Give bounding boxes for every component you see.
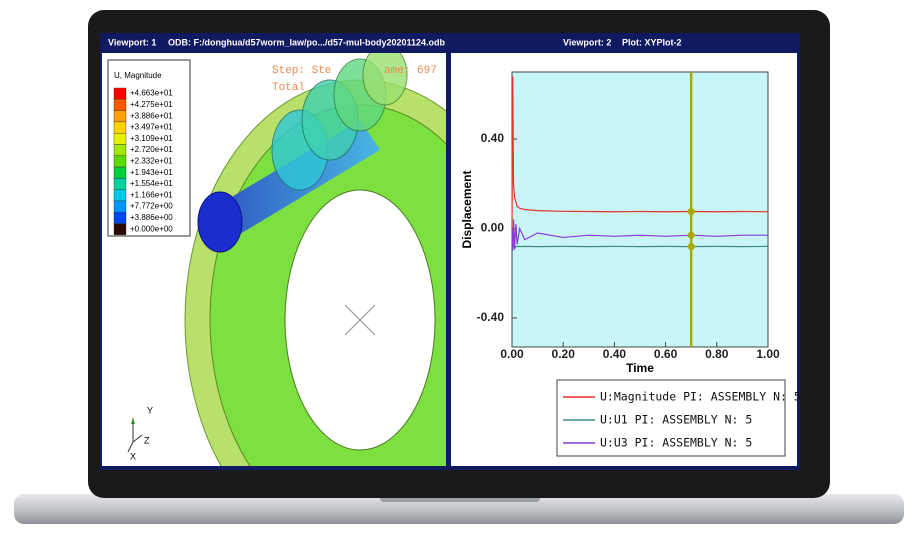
plot-area: [511, 71, 769, 348]
legend-label: +2.332e+01: [130, 157, 173, 166]
viewport-title: Viewport: 2: [563, 37, 611, 47]
total-text: Total: [272, 82, 305, 94]
legend-label: +7.772e+00: [130, 202, 173, 211]
triad-y: Y: [147, 405, 153, 415]
y-axis-label: Displacement: [460, 170, 474, 248]
legend-label: +1.554e+01: [130, 179, 173, 188]
legend-swatch: [113, 155, 127, 168]
y-tick-label: 0.00: [481, 221, 505, 235]
legend-label: +1.166e+01: [130, 190, 173, 199]
triad-arrow: [131, 418, 135, 424]
y-tick-label: -0.40: [477, 310, 505, 324]
legend-swatch: [113, 189, 127, 202]
x-tick-label: 0.80: [705, 347, 729, 361]
triad-z: Z: [144, 435, 150, 445]
legend-swatch: [113, 223, 127, 236]
legend-swatch: [113, 200, 127, 213]
x-tick-label: 1.00: [756, 347, 780, 361]
viewport-title: Viewport: 1: [108, 37, 156, 47]
series-line: [511, 219, 768, 251]
legend-swatch: [113, 110, 127, 123]
legend-swatch: [113, 144, 127, 157]
cursor-point: [687, 208, 695, 216]
legend-label: +0.000e+00: [130, 224, 173, 233]
legend-label: +3.109e+01: [130, 134, 173, 143]
legend-swatch: [113, 87, 127, 100]
shaft-collar: [197, 191, 243, 253]
legend-label: +4.663e+01: [130, 89, 173, 98]
legend-swatch: [113, 212, 127, 224]
x-tick-label: 0.60: [654, 347, 678, 361]
step-text: Step: Ste: [272, 65, 331, 77]
contour-scale: +4.663e+01 +4.275e+01 +3.886e+01 +3.497e+01…: [113, 87, 173, 236]
legend-label: +1.943e+01: [130, 168, 173, 177]
legend-swatch: [113, 121, 127, 134]
frame-text: ame: 697: [384, 65, 437, 77]
legend-label: +2.720e+01: [130, 145, 173, 154]
model-view: [184, 53, 446, 466]
cursor-point: [687, 243, 695, 251]
legend-swatch: [113, 132, 127, 145]
legend-label: +3.497e+01: [130, 123, 173, 132]
laptop-base: [14, 494, 904, 524]
odb-path: ODB: F:/donghua/d57worm_law/po.../d57-mu…: [168, 37, 446, 47]
xy-plot: 0.40 0.00 -0.40 0.00 0.20 0.40 0.60 0.80 1.00 Tim…: [460, 71, 801, 457]
legend-swatch: [113, 99, 127, 111]
legend-entry: U:U1 PI: ASSEMBLY N: 5: [600, 413, 752, 427]
triad-x: X: [130, 451, 136, 461]
cursor-point: [687, 231, 695, 239]
center-mark: [344, 304, 376, 336]
series-line: [511, 76, 769, 229]
x-tick-label: 0.40: [603, 347, 627, 361]
legend-label: +3.886e+00: [130, 213, 173, 222]
worm-thread: [362, 53, 408, 106]
x-tick-label: 0.00: [500, 347, 524, 361]
legend-title: U, Magnitude: [114, 71, 162, 80]
legend-label: +4.275e+01: [130, 100, 173, 109]
x-axis-label: Time: [626, 361, 654, 375]
legend-entry: U:Magnitude PI: ASSEMBLY N: 5: [600, 390, 801, 404]
x-tick-label: 0.20: [552, 347, 576, 361]
plot-name: Plot: XYPlot-2: [622, 37, 682, 47]
legend-label: +3.886e+01: [130, 111, 173, 120]
legend-entry: U:U3 PI: ASSEMBLY N: 5: [600, 436, 752, 450]
legend-swatch: [113, 166, 127, 179]
y-tick-label: 0.40: [481, 131, 505, 145]
legend-swatch: [113, 178, 127, 190]
